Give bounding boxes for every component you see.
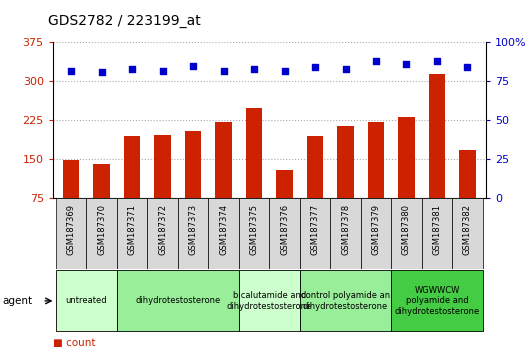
Text: GSM187369: GSM187369 [67, 204, 76, 255]
Bar [246, 108, 262, 237]
Text: GSM187382: GSM187382 [463, 204, 472, 255]
Bar [269, 198, 300, 269]
Bar [459, 150, 476, 237]
Text: WGWWCW
polyamide and
dihydrotestosterone: WGWWCW polyamide and dihydrotestosterone [394, 286, 479, 316]
Text: GSM187373: GSM187373 [188, 204, 197, 255]
Point [311, 64, 319, 70]
Text: GDS2782 / 223199_at: GDS2782 / 223199_at [48, 14, 200, 28]
Point [189, 63, 197, 69]
Bar [307, 136, 324, 237]
Text: bicalutamide and
dihydrotestosterone: bicalutamide and dihydrotestosterone [227, 291, 312, 310]
Text: agent: agent [3, 296, 33, 306]
Text: GSM187370: GSM187370 [97, 204, 106, 255]
Bar [56, 198, 87, 269]
Point [128, 66, 136, 72]
Bar [147, 198, 178, 269]
Bar [398, 117, 415, 237]
Bar [300, 270, 391, 331]
Text: GSM187380: GSM187380 [402, 204, 411, 255]
Bar [117, 270, 239, 331]
Bar [452, 198, 483, 269]
Bar [93, 165, 110, 237]
Bar [239, 270, 300, 331]
Bar [56, 270, 117, 331]
Bar [429, 74, 445, 237]
Bar [239, 198, 269, 269]
Point [402, 62, 411, 67]
Bar [117, 198, 147, 269]
Text: dihydrotestosterone: dihydrotestosterone [135, 296, 220, 306]
Point [433, 58, 441, 64]
Bar [361, 198, 391, 269]
Bar [330, 198, 361, 269]
Text: GSM187377: GSM187377 [310, 204, 319, 255]
Bar [276, 170, 293, 237]
Bar [391, 270, 483, 331]
Text: GSM187379: GSM187379 [372, 204, 381, 255]
Point [158, 68, 167, 73]
Bar [337, 126, 354, 237]
Point [250, 66, 258, 72]
Bar [124, 136, 140, 237]
Bar [215, 122, 232, 237]
Bar [185, 131, 202, 237]
Bar [209, 198, 239, 269]
Text: GSM187381: GSM187381 [432, 204, 441, 255]
Bar [422, 198, 452, 269]
Bar [154, 136, 171, 237]
Bar [178, 198, 209, 269]
Point [372, 58, 380, 64]
Text: GSM187378: GSM187378 [341, 204, 350, 255]
Point [97, 69, 106, 75]
Bar [367, 122, 384, 237]
Point [219, 68, 228, 73]
Bar [300, 198, 330, 269]
Bar [63, 160, 80, 237]
Text: GSM187372: GSM187372 [158, 204, 167, 255]
Point [280, 68, 289, 73]
Bar [87, 198, 117, 269]
Text: GSM187371: GSM187371 [128, 204, 137, 255]
Text: untreated: untreated [65, 296, 107, 306]
Text: GSM187375: GSM187375 [250, 204, 259, 255]
Point [341, 66, 350, 72]
Bar [391, 198, 422, 269]
Text: GSM187374: GSM187374 [219, 204, 228, 255]
Point [67, 68, 76, 73]
Text: control polyamide an
dihydrotestosterone: control polyamide an dihydrotestosterone [301, 291, 390, 310]
Text: GSM187376: GSM187376 [280, 204, 289, 255]
Text: ■ count: ■ count [53, 338, 95, 348]
Point [463, 64, 472, 70]
